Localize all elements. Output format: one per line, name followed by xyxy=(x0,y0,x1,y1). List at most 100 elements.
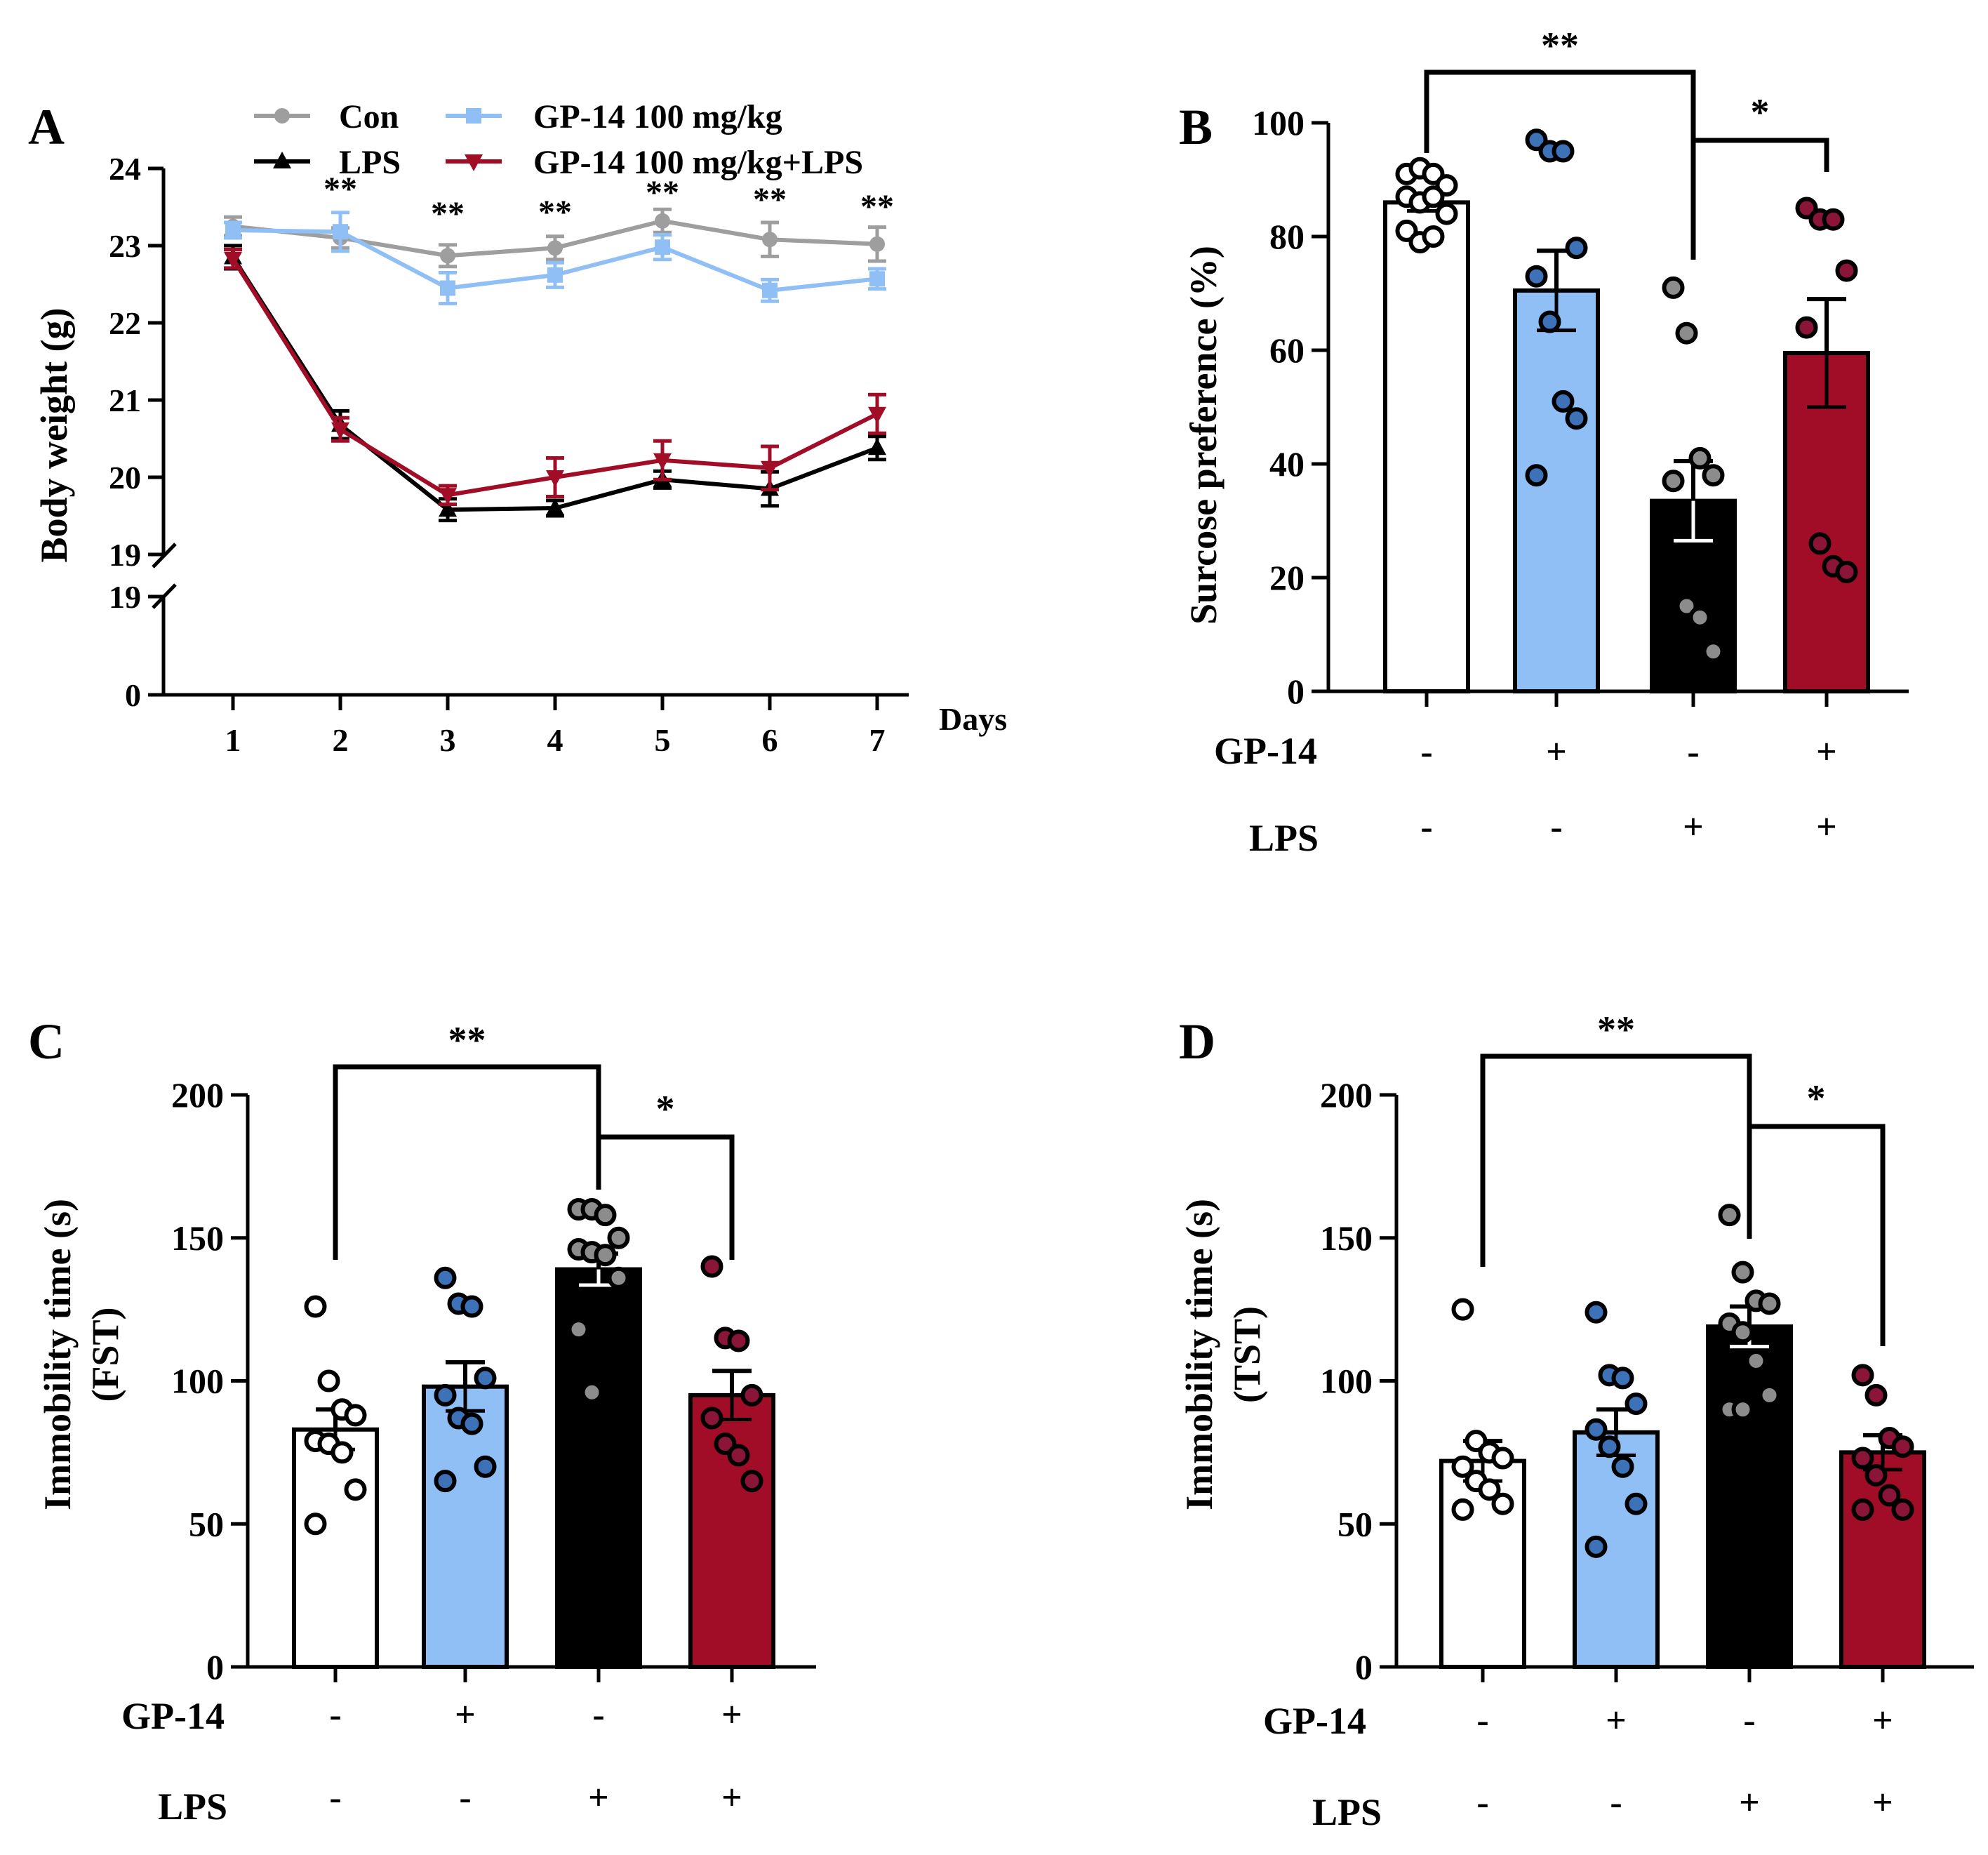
panel-c-lps-sign: - xyxy=(459,1778,471,1818)
panel-d-data-point xyxy=(1731,1321,1754,1344)
panel-d-y-tick-label: 100 xyxy=(1320,1362,1373,1401)
panel-d-y-tick-label: 0 xyxy=(1355,1647,1373,1687)
panel-c-data-point xyxy=(474,1367,497,1390)
panel-d-data-point xyxy=(1851,1498,1874,1521)
panel-d-data-point xyxy=(1731,1398,1754,1421)
panel-a-point-lps xyxy=(546,498,564,515)
panel-b-data-point xyxy=(1795,316,1818,339)
legend-con-label: Con xyxy=(339,98,399,135)
panel-a-x-tick-label: 1 xyxy=(225,722,241,758)
panel-a-point-con xyxy=(762,232,778,248)
panel-d-data-point xyxy=(1758,1292,1781,1315)
panel-c-data-point xyxy=(700,1407,723,1430)
panel-d-data-point xyxy=(1864,1463,1888,1487)
panel-d-data-point xyxy=(1625,1492,1648,1515)
panel-d-data-point xyxy=(1491,1492,1514,1515)
panel-b-data-point xyxy=(1552,140,1575,163)
panel-d-y-axis-title: Immobility time (s) xyxy=(1178,1199,1220,1510)
panel-a-point-con xyxy=(869,236,885,252)
panel-d-gp14-sign: + xyxy=(1606,1701,1627,1741)
panel-d-y-tick-label: 150 xyxy=(1320,1218,1373,1258)
legend-gp14-lps-marker xyxy=(465,154,483,171)
panel-b-data-point xyxy=(1702,464,1725,487)
panel-c-data-point xyxy=(434,1470,457,1493)
panel-d-data-point xyxy=(1585,1301,1608,1324)
panel-b-data-point xyxy=(1435,202,1458,225)
panel-a-axis-break-upper xyxy=(152,543,177,569)
panel-c-lps-sign: - xyxy=(329,1778,341,1818)
panel-d-lps-sign: + xyxy=(1739,1783,1760,1823)
panel-c-data-point xyxy=(460,1412,483,1435)
panel-d-data-point xyxy=(1891,1435,1914,1458)
panel-b-data-point xyxy=(1662,470,1685,493)
panel-d-row-lps: LPS xyxy=(1312,1791,1382,1833)
panel-a-y-tick-label: 19 xyxy=(109,579,141,615)
panel-a-label: A xyxy=(28,99,65,155)
panel-b-data-point xyxy=(1565,237,1588,260)
panel-c-data-point xyxy=(607,1266,630,1289)
panel-d-data-point xyxy=(1851,1447,1874,1470)
panel-d-bar xyxy=(1839,1450,1926,1669)
panel-a-y-tick-label: 21 xyxy=(109,383,141,418)
panel-a-y-tick-label: 22 xyxy=(109,305,141,341)
panel-d-data-point xyxy=(1758,1383,1781,1407)
panel-c-y-tick-label: 0 xyxy=(206,1647,224,1687)
panel-d-data-point xyxy=(1851,1364,1874,1387)
panel-c-bracket-secondary-label: * xyxy=(656,1088,675,1130)
panel-b-bar xyxy=(1383,200,1470,693)
panel-c-label: C xyxy=(28,1013,65,1070)
panel-c-y-axis-title: Immobility time (s) xyxy=(36,1199,79,1510)
panel-c-data-point xyxy=(607,1226,630,1249)
panel-d-data-point xyxy=(1451,1498,1474,1521)
panel-c-data-point xyxy=(740,1470,763,1493)
panel-a-point-gplps xyxy=(868,406,886,424)
panel-a-significance-stars: ** xyxy=(538,194,572,231)
panel-c-row-lps: LPS xyxy=(158,1786,227,1828)
panel-a-x-tick-label: 5 xyxy=(655,722,671,758)
panel-d-data-point xyxy=(1585,1418,1608,1441)
panel-b-bracket-secondary xyxy=(1693,138,1829,172)
panel-a-point-con xyxy=(655,213,670,229)
panel-d-data-point xyxy=(1585,1535,1608,1558)
panel-c-y-tick-label: 150 xyxy=(171,1218,224,1258)
panel-a-significance-stars: ** xyxy=(753,181,787,218)
panel-a-y-tick-label: 20 xyxy=(109,460,141,496)
panel-b-data-point xyxy=(1835,560,1858,583)
panel-d-lps-sign: - xyxy=(1476,1783,1488,1823)
panel-b-gp14-sign: + xyxy=(1816,732,1837,772)
legend-lps-marker xyxy=(273,152,291,168)
panel-b-data-point xyxy=(1422,225,1445,248)
panel-a-point-gplps xyxy=(653,453,672,470)
panel-c-row-gp14: GP-14 xyxy=(121,1695,225,1737)
panel-c-data-point xyxy=(727,1329,750,1352)
panel-d-bar-chart: D Immobility time (s) (TST) 0 50 100 150 200… xyxy=(1178,1009,1974,1833)
panel-b-gp14-sign: - xyxy=(1687,732,1699,772)
panel-c-data-point xyxy=(344,1404,367,1427)
panel-b-y-tick-label: 80 xyxy=(1269,217,1305,256)
panel-c-data-point xyxy=(434,1266,457,1289)
panel-b-lps-sign: - xyxy=(1420,807,1432,847)
panel-b-row-lps: LPS xyxy=(1249,817,1319,859)
panel-b-lps-sign: + xyxy=(1816,807,1837,847)
panel-c-gp14-sign: - xyxy=(592,1695,604,1735)
panel-d-bar xyxy=(1706,1324,1793,1669)
panel-b-row-gp14: GP-14 xyxy=(1214,730,1317,772)
panel-a-significance: ** ** ** ** ** ** xyxy=(323,171,894,232)
panel-c-data-point xyxy=(727,1444,750,1467)
panel-a-point-gp xyxy=(762,282,778,298)
panel-a-point-gp xyxy=(547,267,563,283)
panel-b-y-tick-label: 40 xyxy=(1269,444,1305,484)
panel-c-data-point xyxy=(317,1369,340,1392)
panel-b-data-point xyxy=(1565,407,1588,430)
panel-a-significance-stars: ** xyxy=(646,174,679,211)
panel-b-y-tick-label: 0 xyxy=(1287,672,1305,711)
panel-d-y-tick-label: 200 xyxy=(1320,1075,1373,1115)
panel-c-gp14-sign: + xyxy=(455,1695,476,1735)
panel-a-x-tick-label: 3 xyxy=(440,722,456,758)
panel-a-y-tick-label: 19 xyxy=(109,537,141,573)
panel-c-lps-sign: + xyxy=(588,1778,609,1818)
panel-c-data-point xyxy=(344,1478,367,1501)
